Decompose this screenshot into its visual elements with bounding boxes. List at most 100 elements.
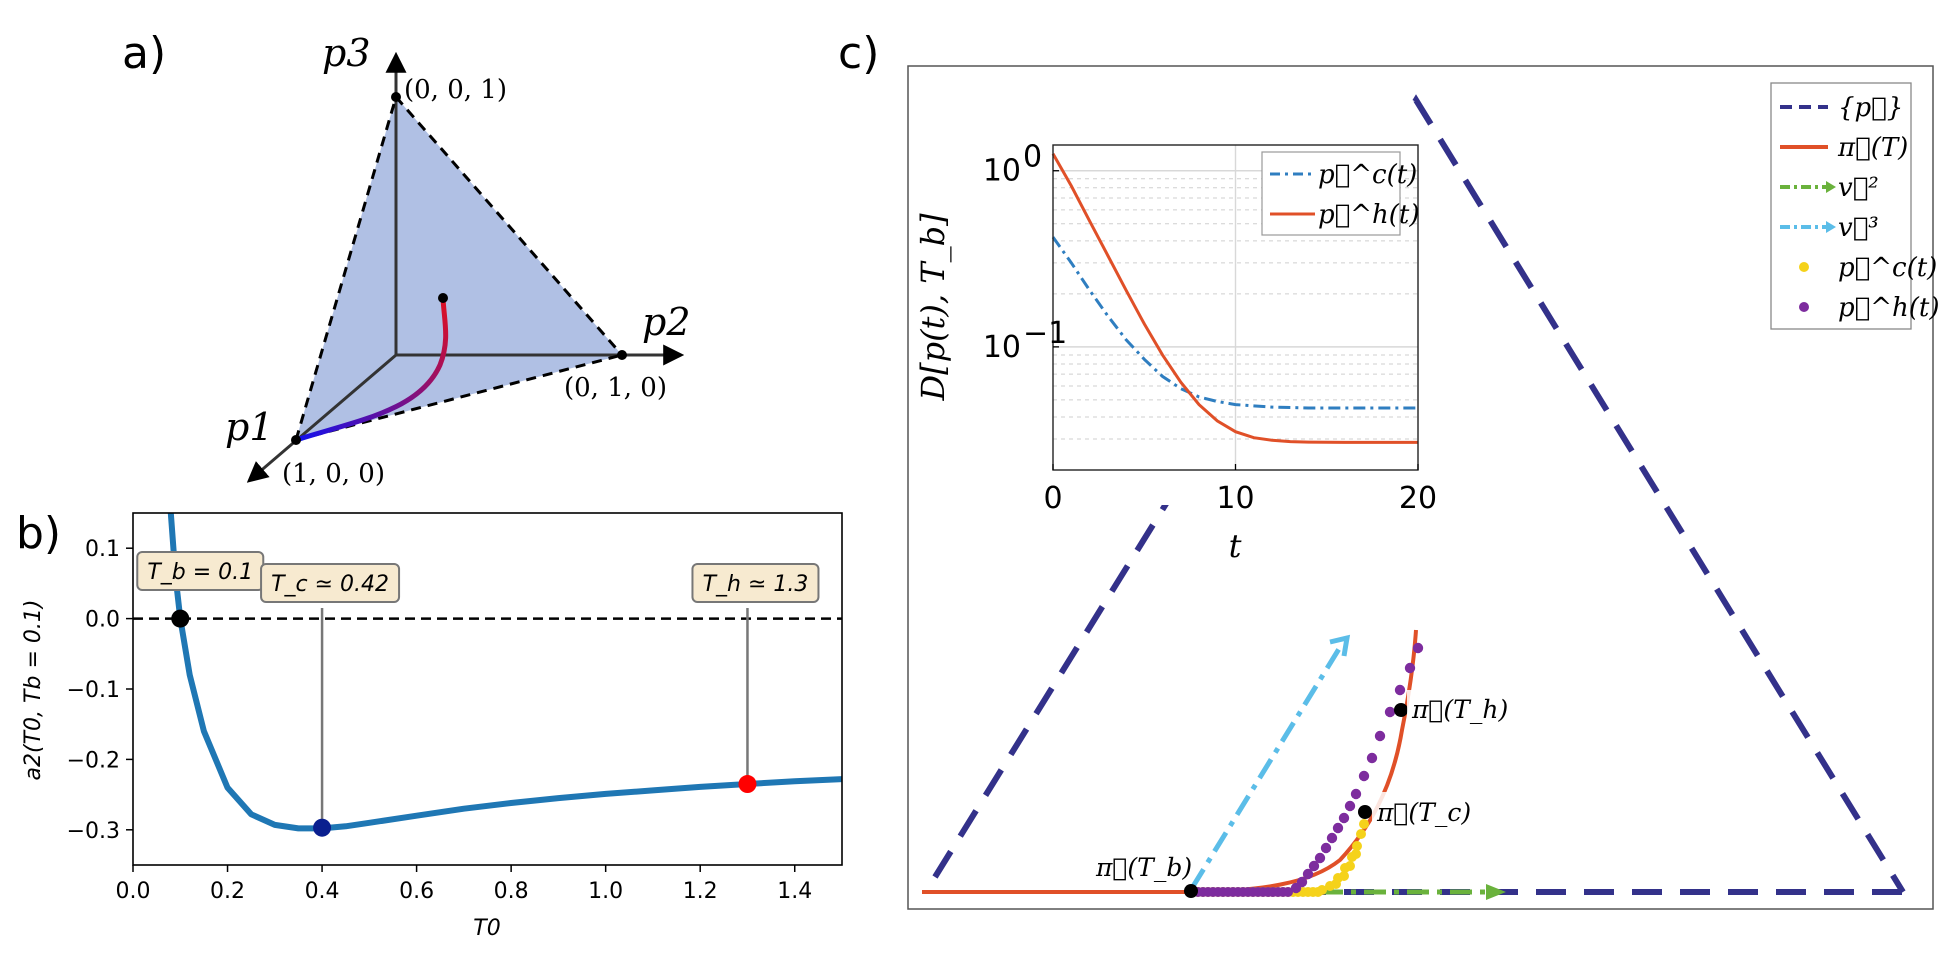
b-point <box>313 818 332 837</box>
c-simplex-boundary <box>932 94 1906 894</box>
b-series <box>167 512 843 832</box>
c-pc-marker <box>1317 885 1327 895</box>
c-inset-x-tick-label: 20 <box>1399 481 1437 516</box>
c-ph-marker <box>1412 642 1424 654</box>
c-inset-x-label: t <box>1229 527 1242 565</box>
c-ph-marker <box>1344 800 1356 812</box>
c-inset-series-1 <box>1051 152 1418 444</box>
b-x-tick-label: 0.4 <box>305 879 340 904</box>
c-inset-legend: p⃗^c(t) p⃗^h(t) <box>1261 151 1420 236</box>
simplex-trajectory <box>295 297 449 443</box>
b-annotation-box <box>260 563 401 603</box>
axis-p1 <box>246 353 397 483</box>
axis-label-p1: p1 <box>225 405 274 449</box>
c-ph-marker <box>1283 887 1293 897</box>
panel-c-letter: c) <box>838 28 879 79</box>
panel-a-letter: a) <box>122 28 166 79</box>
c-legend-label: p⃗^h(t) <box>1838 293 1940 323</box>
b-x-tick-label: 1.2 <box>683 879 718 904</box>
b-y-tick-label: −0.3 <box>67 819 120 844</box>
vertex-dot-1 <box>291 435 301 445</box>
axis-label-p3: p3 <box>322 31 371 75</box>
c-inset-x-tick-label: 10 <box>1216 481 1254 516</box>
c-label-bg-Tc <box>1372 792 1476 830</box>
b-x-tick-label: 1.4 <box>777 879 812 904</box>
c-inset-x-tick-label: 0 <box>1043 481 1062 516</box>
panel-b-letter: b) <box>16 508 61 559</box>
c-pc-marker <box>1339 871 1349 881</box>
c-legend-arrowhead <box>1826 221 1836 233</box>
c-ph-marker <box>1320 842 1332 854</box>
c-point-Th <box>1394 703 1408 717</box>
edge-32 <box>394 96 624 356</box>
b-y-label: a2(T0, Tb = 0.1) <box>21 600 46 781</box>
b-x-tick-label: 0.6 <box>399 879 434 904</box>
b-point <box>738 775 757 794</box>
c-pc-marker <box>1345 861 1355 871</box>
b-y-tick-label: 0.1 <box>85 537 120 562</box>
b-x-tick-label: 0.8 <box>494 879 529 904</box>
c-inset-y-tick-exponent: −1 <box>1023 316 1067 351</box>
c-ph-marker <box>1350 788 1362 800</box>
c-ph-marker <box>1332 822 1344 834</box>
c-ph-marker <box>1394 684 1406 696</box>
c-legend-label: p⃗^c(t) <box>1838 253 1937 283</box>
c-label-Tc: π⃗(T_c) <box>1376 798 1471 827</box>
vertex-label-010: (0, 1, 0) <box>564 373 667 403</box>
c-legend-frame <box>1770 82 1912 330</box>
c-inset-legend-label-ph: p⃗^h(t) <box>1318 200 1420 230</box>
b-x-tick-label: 1.0 <box>588 879 623 904</box>
c-label-Tb: π⃗(T_b) <box>1095 853 1192 882</box>
c-inset-legend-label-pc: p⃗^c(t) <box>1318 160 1417 190</box>
c-ph-marker <box>1358 770 1370 782</box>
c-ph-marker <box>1326 832 1338 844</box>
b-x-tick-label: 0.0 <box>116 879 151 904</box>
c-inset-y-label: D[p(t), T_b] <box>914 213 952 402</box>
c-pc-marker <box>1352 841 1362 851</box>
c-ph-marker <box>1314 852 1326 864</box>
b-point <box>171 609 190 628</box>
b-markers <box>171 608 757 837</box>
c-inset-y-tick-exponent: 0 <box>1023 140 1042 175</box>
c-inset-legend-frame <box>1261 151 1401 236</box>
panel-c: c) π⃗(T_b) π⃗(T_c) π⃗(T_h) {p⃗} π⃗(T) v⃗² v… <box>838 28 1940 910</box>
b-annotation-label: T_c ≃ 0.42 <box>271 572 389 597</box>
b-annotation-box <box>691 563 820 603</box>
c-pc-marker <box>1331 879 1341 889</box>
b-y-tick-label: −0.1 <box>67 678 120 703</box>
c-ph-marker <box>1404 662 1416 674</box>
b-y-ticks: 0.1 0.0 −0.1 −0.2 −0.3 <box>67 537 133 844</box>
c-pc-marker <box>1351 849 1361 859</box>
c-point-Tb <box>1184 884 1198 898</box>
vertex-dot-2 <box>617 350 627 360</box>
c-ph-marker <box>1384 706 1396 718</box>
c-point-Tc <box>1358 805 1372 819</box>
c-v3-arrow <box>1189 642 1345 890</box>
c-pi-curve <box>922 629 1418 894</box>
vertex-label-001: (0, 0, 1) <box>404 75 507 105</box>
b-annotation-boxes: T_b = 0.1 T_c ≃ 0.42 T_h ≃ 1.3 <box>136 551 820 603</box>
b-series-line <box>167 512 843 832</box>
vertex-dot-3 <box>391 92 401 102</box>
c-ph-marker <box>1374 730 1386 742</box>
b-x-label: T0 <box>473 916 500 941</box>
c-legend-label: π⃗(T) <box>1837 133 1908 163</box>
c-ph-marker <box>1302 868 1314 880</box>
b-y-tick-label: 0.0 <box>85 608 120 633</box>
c-inset-y-tick-label: 10 <box>983 330 1021 365</box>
c-legend-marker <box>1799 262 1809 272</box>
c-legend-label: v⃗² <box>1838 173 1879 203</box>
panel-b: b) 0.0 0.2 0.4 0.6 0.8 1.0 1.2 1.4 0.1 0.0 −0.1 −0… <box>16 508 843 941</box>
c-inset-series <box>1051 152 1418 444</box>
c-legend-label: {p⃗} <box>1838 93 1903 123</box>
c-legend-label: v⃗³ <box>1838 213 1879 243</box>
c-inset-y-tick-label: 10 <box>983 154 1021 189</box>
c-ph-markers <box>1188 642 1424 897</box>
c-ph-marker <box>1296 876 1308 888</box>
c-pc-marker <box>1359 819 1369 829</box>
vertex-label-100: (1, 0, 0) <box>282 459 385 489</box>
edge-13 <box>294 96 398 441</box>
